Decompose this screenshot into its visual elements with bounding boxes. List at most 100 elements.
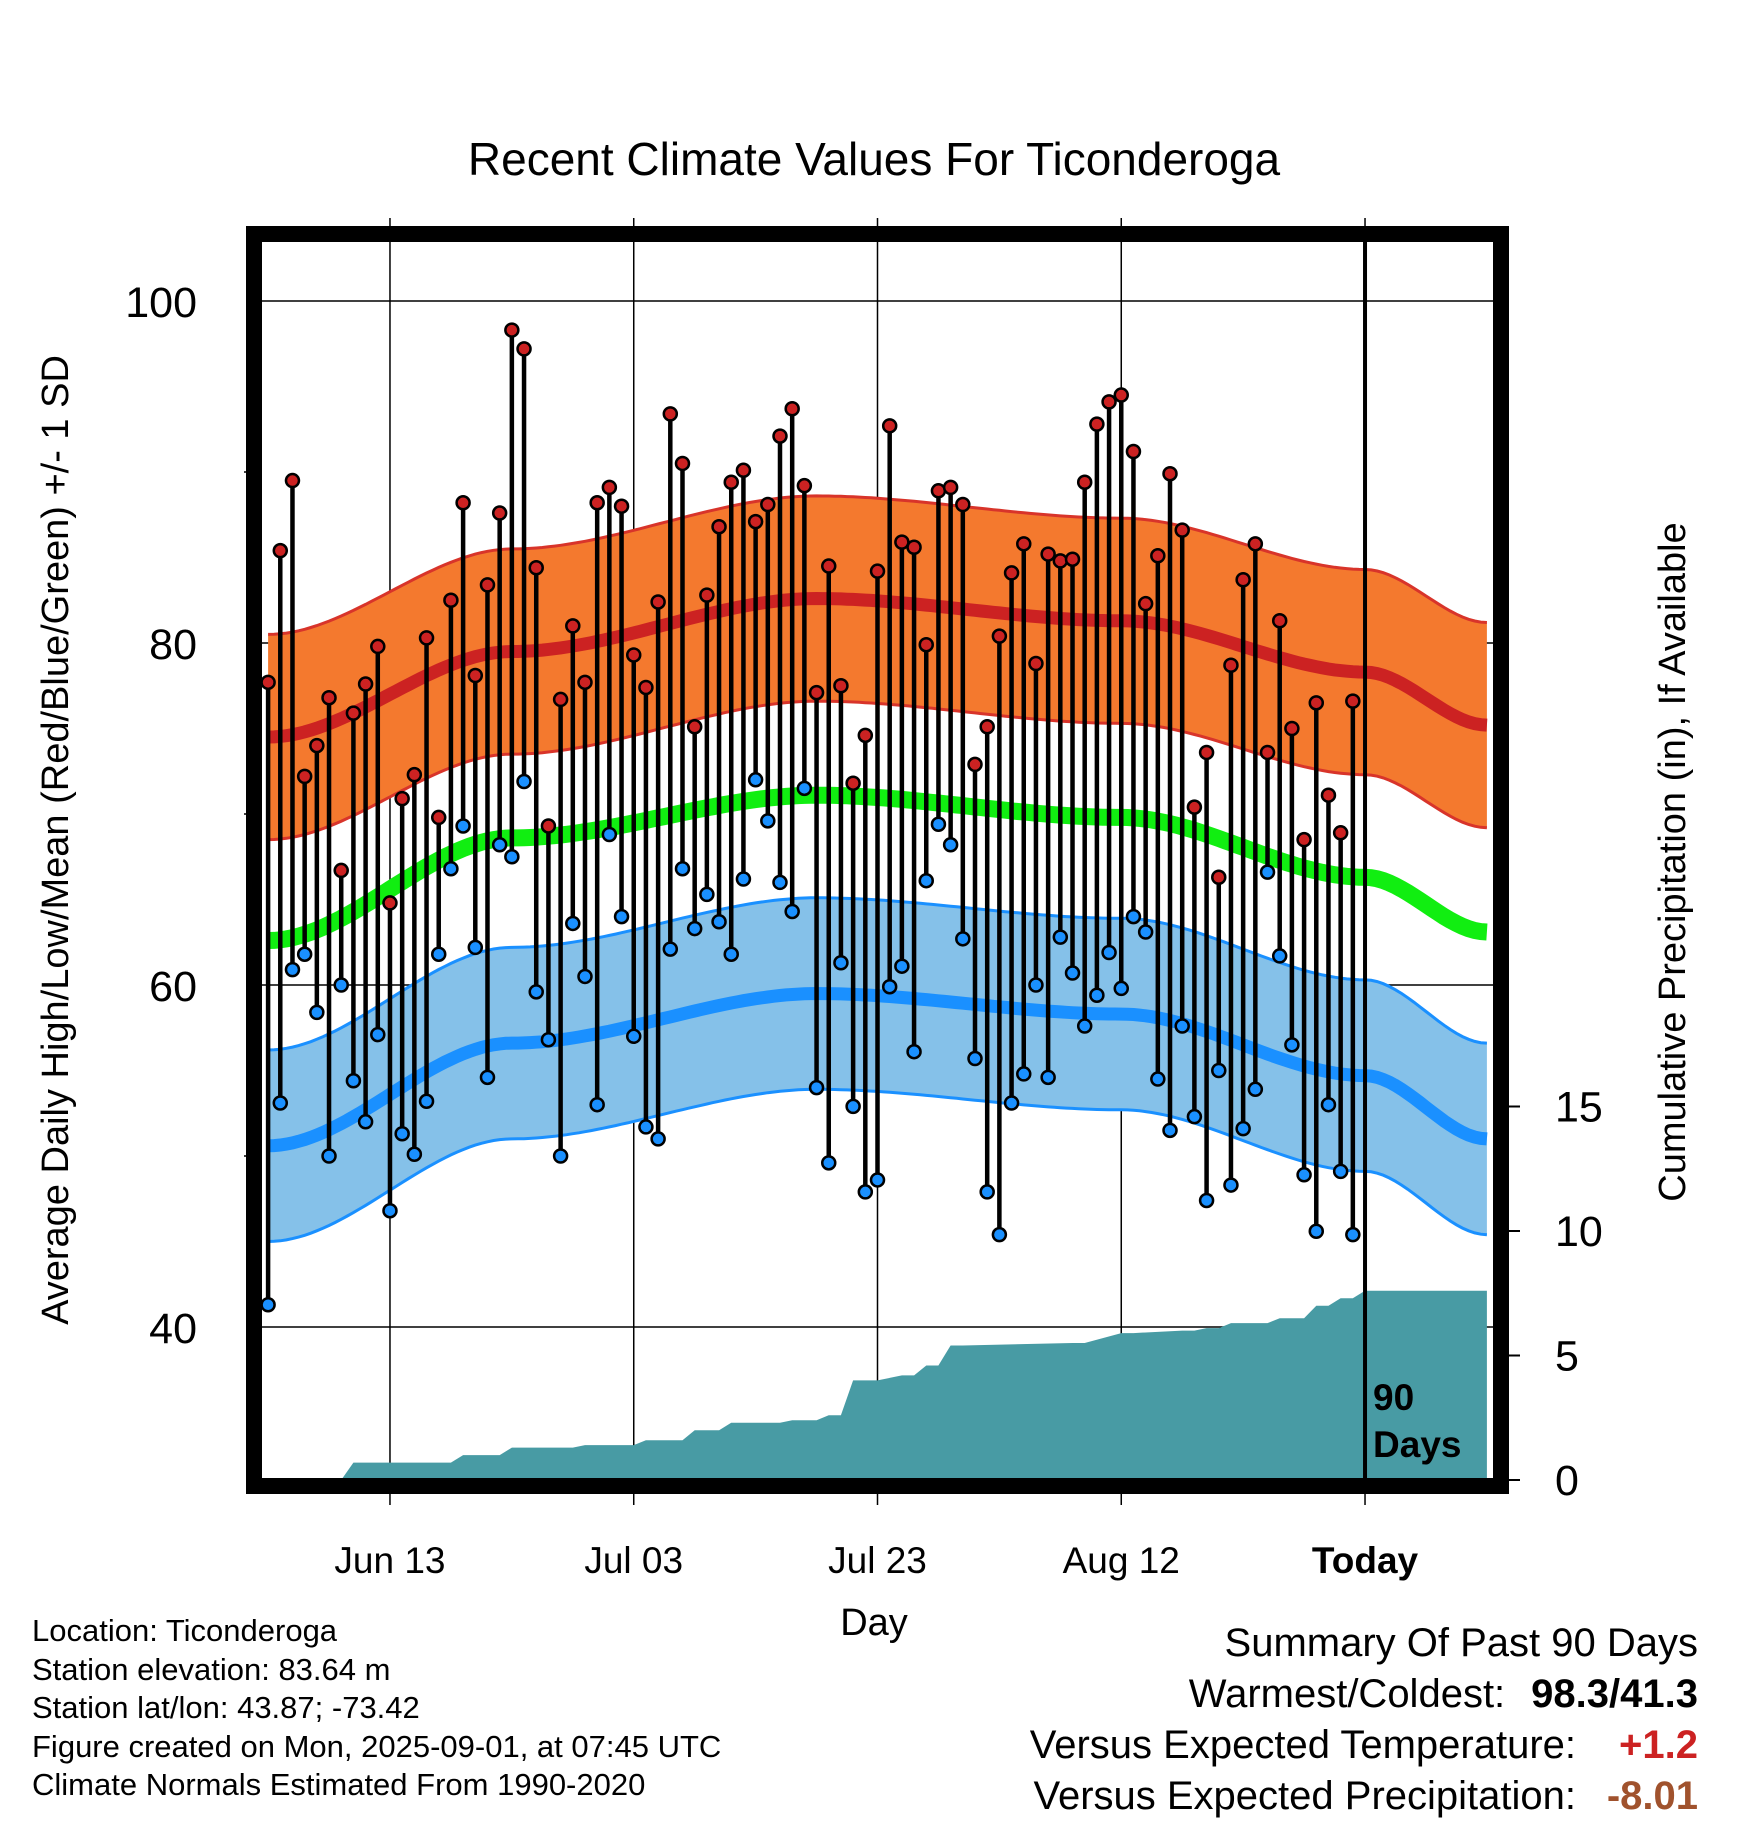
low-point: [955, 931, 971, 947]
low-point: [284, 961, 301, 978]
low-point: [491, 837, 508, 853]
precip-area: [342, 1290, 1487, 1478]
high-point: [796, 477, 813, 494]
low-point: [1320, 1096, 1337, 1113]
high-point: [1064, 551, 1081, 567]
low-point: [589, 1096, 605, 1113]
low-point: [772, 874, 788, 891]
summary-temp: Versus Expected Temperature: +1.2: [1030, 1720, 1698, 1771]
low-point: [881, 978, 898, 995]
high-point: [833, 678, 849, 694]
high-point: [504, 322, 520, 338]
high-point: [747, 513, 764, 530]
high-point: [955, 496, 971, 513]
high-point: [1174, 522, 1190, 538]
y2-axis-label: Cumulative Precipitation (in), If Availa…: [1652, 522, 1694, 1201]
low-point: [309, 1004, 325, 1021]
plot-area: 90 Days 40 60 80 100 0 5 10 15 Jun 13 Jul 03 Jul 23 A…: [125, 218, 1603, 1581]
low-point: [1186, 1108, 1203, 1125]
low-point: [479, 1069, 496, 1086]
high-point: [491, 505, 508, 521]
low-point: [1284, 1037, 1300, 1053]
high-point: [1296, 831, 1312, 848]
high-point: [1198, 744, 1215, 761]
high-point: [260, 674, 276, 691]
low-point: [650, 1131, 666, 1147]
high-point: [979, 719, 995, 735]
low-point: [1247, 1081, 1264, 1098]
low-point: [833, 955, 849, 971]
high-point: [772, 428, 788, 444]
high-point: [1016, 536, 1032, 552]
warm-cold-label: Warmest/Coldest:: [1188, 1672, 1506, 1716]
high-point: [565, 618, 581, 634]
high-point: [577, 674, 593, 691]
low-point: [979, 1184, 995, 1200]
high-point: [370, 638, 386, 655]
high-point: [1186, 799, 1203, 815]
low-point: [1271, 948, 1288, 964]
low-point: [1003, 1095, 1020, 1111]
low-point: [625, 1028, 642, 1045]
high-point: [906, 539, 922, 555]
high-point: [1076, 474, 1093, 491]
low-point: [467, 939, 484, 956]
high-point: [1308, 695, 1325, 711]
low-point: [272, 1095, 289, 1111]
high-point: [1040, 546, 1056, 562]
high-point: [967, 756, 983, 773]
low-point: [967, 1050, 983, 1067]
y2-tick-label: 5: [1555, 1333, 1579, 1381]
temp-value: +1.2: [1619, 1723, 1698, 1767]
high-point: [1052, 553, 1069, 569]
high-point: [455, 495, 471, 511]
high-point: [699, 587, 715, 603]
low-point: [540, 1031, 557, 1048]
low-point: [382, 1202, 398, 1219]
low-point: [1150, 1071, 1166, 1087]
low-point: [820, 1155, 837, 1171]
low-point: [1089, 987, 1105, 1004]
low-point: [906, 1043, 922, 1060]
high-point: [845, 775, 861, 791]
precip-label: Versus Expected Precipitation:: [1033, 1774, 1576, 1818]
low-point: [942, 837, 959, 853]
low-point: [504, 849, 520, 865]
high-point: [516, 341, 532, 357]
low-point: [735, 871, 752, 887]
chart-title: Recent Climate Values For Ticonderoga: [468, 133, 1281, 185]
warm-cold-value: 98.3/41.3: [1531, 1672, 1698, 1716]
high-point: [601, 479, 618, 496]
high-point: [1028, 655, 1044, 672]
high-point: [443, 592, 459, 608]
low-point: [699, 886, 715, 903]
high-point: [284, 472, 301, 489]
high-point: [1247, 536, 1264, 552]
low-point: [1137, 924, 1154, 940]
high-point: [1125, 443, 1142, 460]
high-point: [784, 400, 800, 417]
low-point: [1101, 944, 1117, 961]
station-info: Location: Ticonderoga Station elevation:…: [32, 1612, 721, 1805]
normals-text: Climate Normals Estimated From 1990-2020: [32, 1767, 646, 1803]
summary-panel: Summary Of Past 90 Days Warmest/Coldest:…: [1030, 1618, 1698, 1822]
y-tick-label: 60: [149, 963, 197, 1011]
summary-precip: Versus Expected Precipitation: -8.01: [1030, 1771, 1698, 1822]
low-point: [662, 941, 679, 957]
low-point: [918, 872, 935, 889]
low-point: [1345, 1226, 1361, 1243]
low-point: [747, 772, 764, 788]
low-point: [1174, 1018, 1190, 1034]
low-point: [1332, 1163, 1349, 1180]
low-point: [686, 920, 703, 937]
high-point: [735, 462, 752, 479]
latlon-text: Station lat/lon: 43.87; -73.42: [32, 1690, 420, 1726]
high-point: [808, 684, 825, 701]
low-point: [894, 958, 910, 974]
high-point: [357, 676, 374, 692]
high-sd-band-upper-edge: [268, 494, 1487, 636]
high-point: [394, 790, 410, 807]
high-point: [1113, 387, 1130, 403]
high-point: [296, 768, 313, 785]
high-point: [1150, 548, 1166, 564]
